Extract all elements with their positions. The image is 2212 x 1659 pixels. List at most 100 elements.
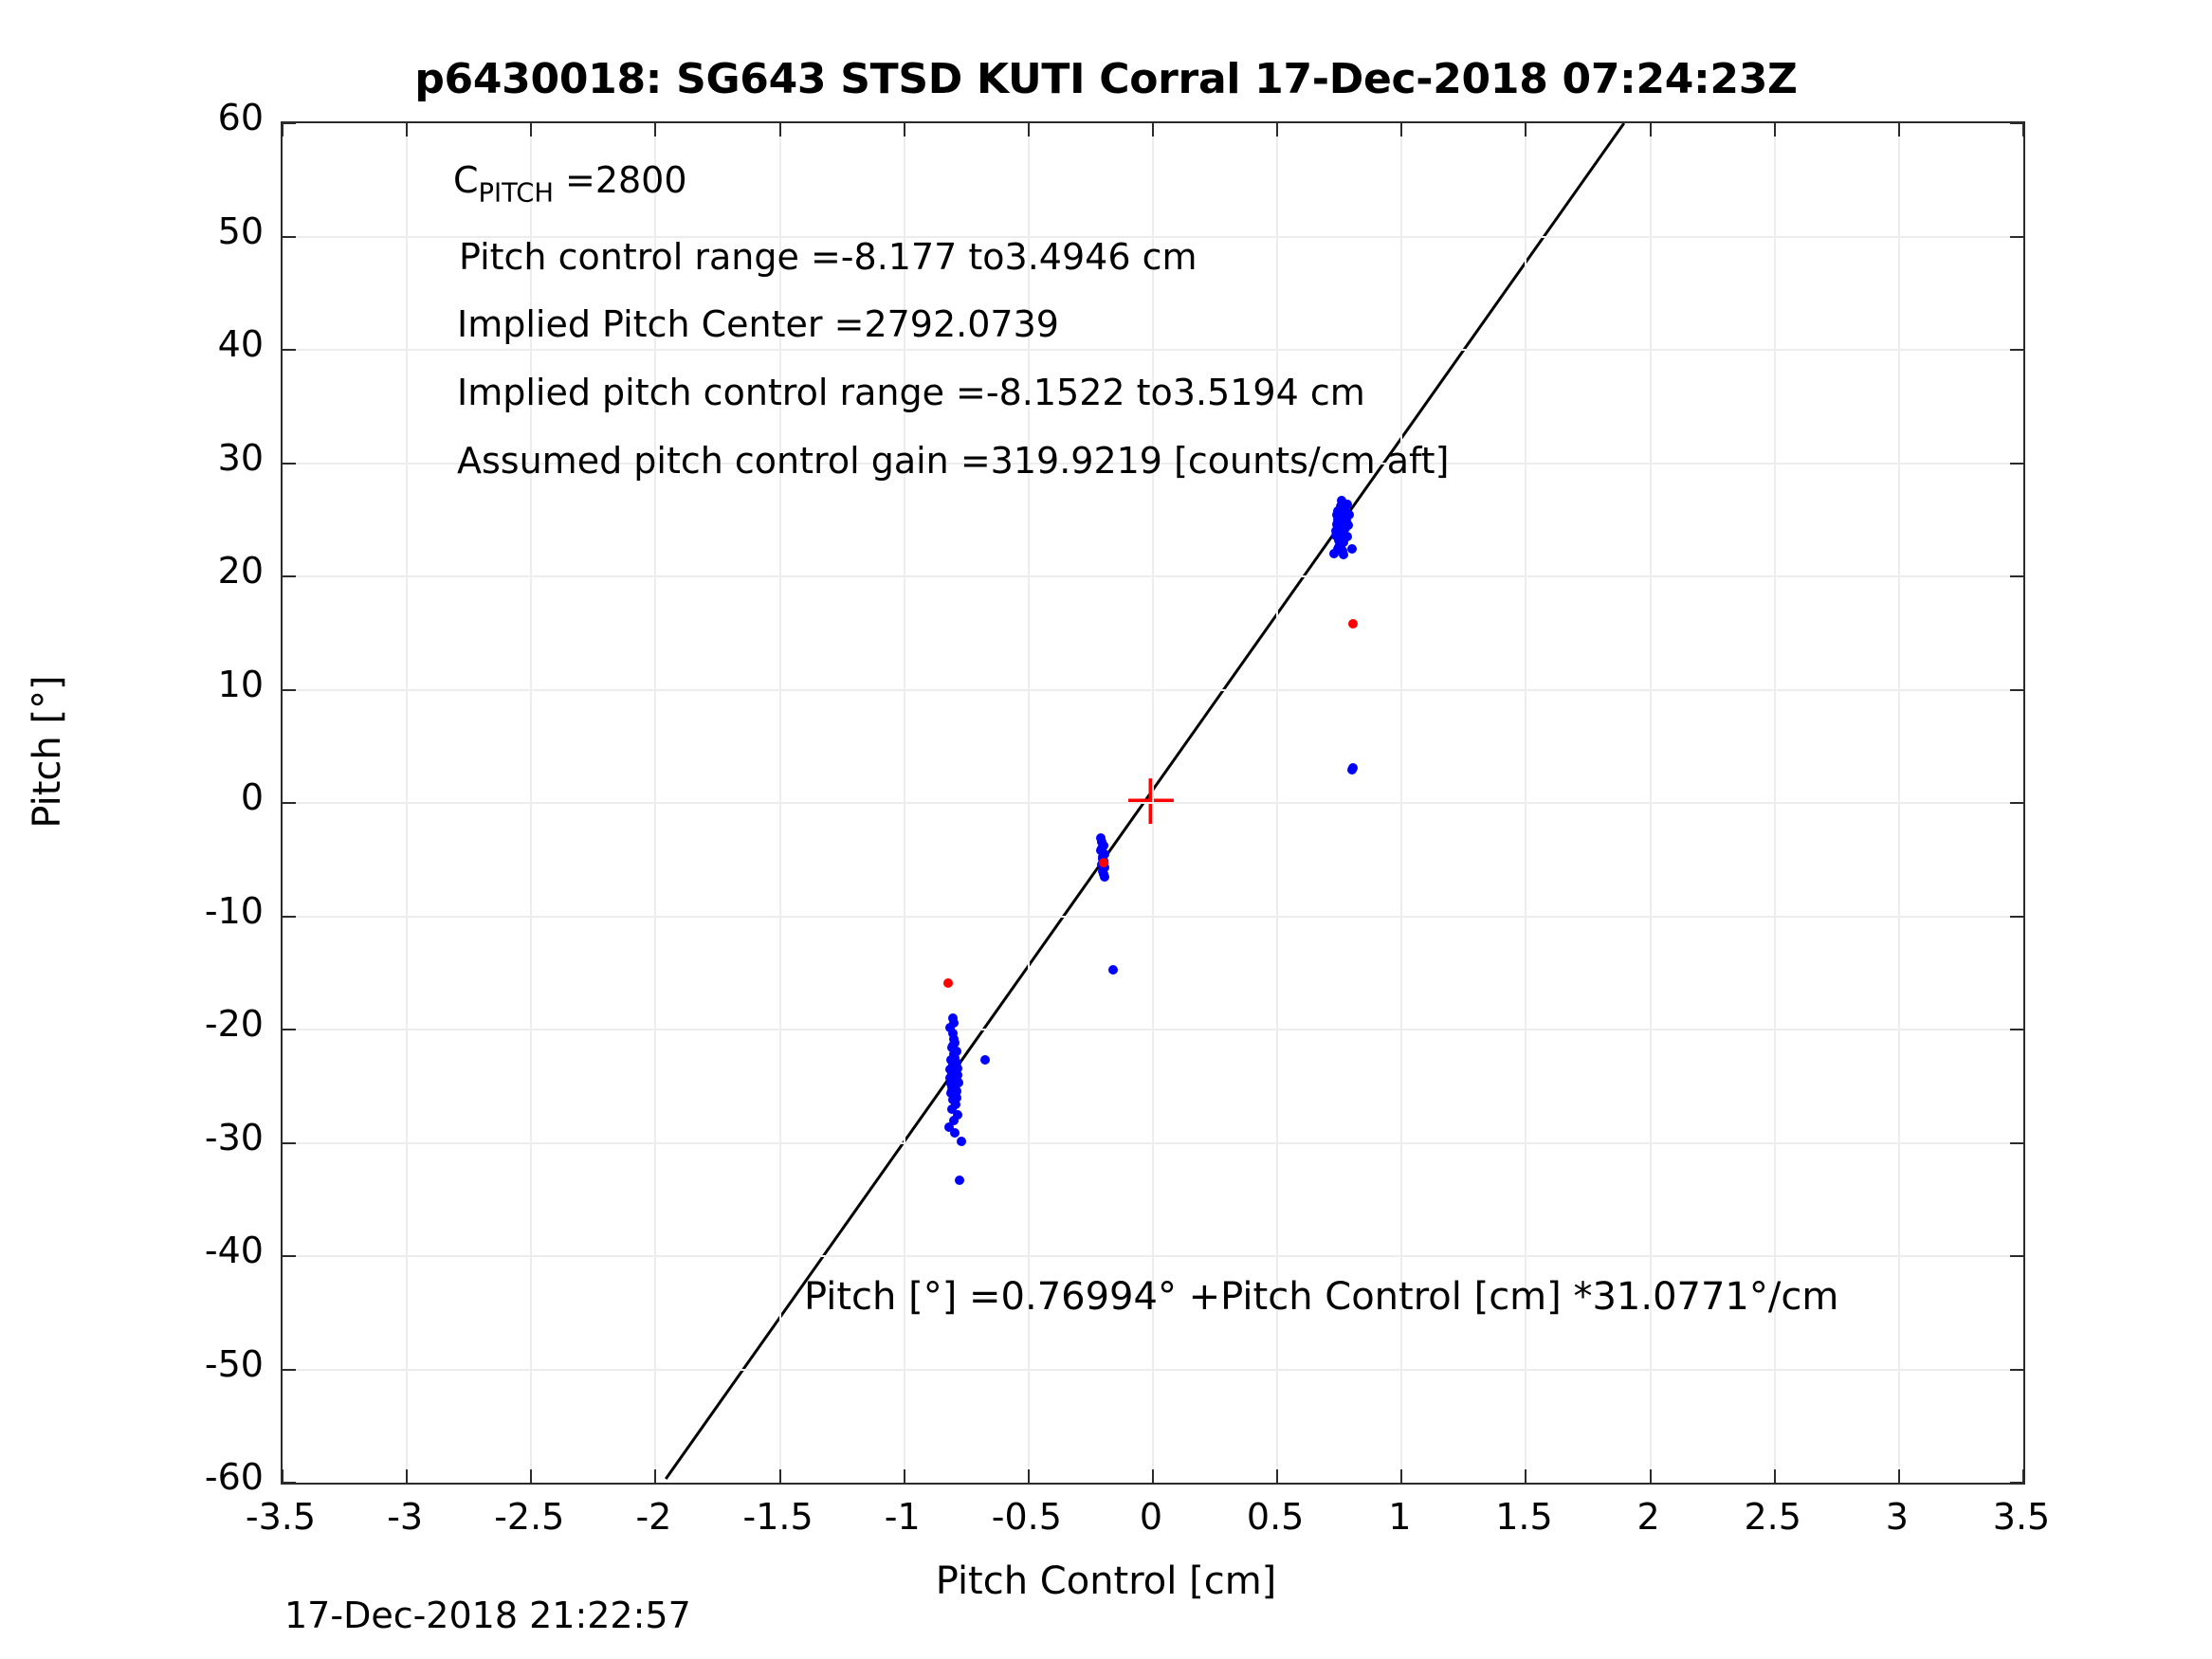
y-axis-tick [2010,1029,2023,1030]
data-point [1098,858,1108,868]
x-axis-tick [903,123,905,137]
annotation-pitch-control-range: Pitch control range =-8.177 to3.4946 cm [459,236,1197,278]
annotation-fit-equation: Pitch [°] =0.76994° +Pitch Control [cm] … [804,1275,1839,1319]
x-axis-tick [1649,123,1652,137]
y-axis-tick [283,235,296,238]
y-axis-tick [283,802,296,804]
y-tick-label: -60 [204,1456,264,1498]
y-axis-tick [2010,123,2023,124]
x-axis-tick [1897,1469,1900,1483]
gridline-horizontal [283,575,2023,577]
x-axis-tick [1649,1469,1652,1483]
y-axis-label: Pitch [°] [26,675,69,829]
data-point [1343,499,1353,509]
data-point [951,1073,960,1084]
x-axis-tick [778,123,781,137]
x-axis-tick [406,123,409,137]
y-axis-tick [2010,1141,2023,1144]
y-axis-tick [283,1029,296,1030]
x-tick-label: -2.5 [494,1496,565,1538]
data-point [944,1121,955,1132]
y-axis-tick [283,462,296,465]
data-point [1332,514,1343,524]
y-axis-tick [283,915,296,918]
x-tick-label: 1 [1388,1496,1412,1538]
data-point [1096,843,1106,853]
footer-timestamp: 17-Dec-2018 21:22:57 [284,1595,691,1636]
data-point [951,1099,961,1109]
y-tick-label: -10 [204,889,264,932]
y-axis-tick [283,349,296,351]
data-point [954,1175,964,1185]
y-tick-label: 0 [240,776,264,818]
gridline-horizontal [283,802,2023,804]
x-axis-tick [406,1469,409,1483]
data-point [949,1048,960,1058]
y-axis-tick [2010,1368,2023,1371]
data-point [956,1137,966,1147]
y-axis-tick [2010,235,2023,238]
data-point [979,1055,990,1066]
x-axis-tick [1525,1469,1527,1483]
data-point [948,1115,959,1125]
y-tick-label: -50 [204,1342,264,1385]
x-axis-tick [1773,123,1776,137]
data-point [1096,833,1106,844]
y-tick-label: 40 [217,323,264,365]
data-point [1348,619,1359,629]
x-tick-label: -2 [635,1496,672,1538]
gridline-horizontal [283,1141,2023,1144]
data-point [947,1028,958,1038]
gridline-horizontal [283,349,2023,351]
x-axis-tick [2022,1469,2023,1483]
y-axis-tick [283,688,296,691]
y-axis-tick [2010,575,2023,577]
x-tick-label: 0.5 [1246,1496,1305,1538]
data-point [948,1041,959,1051]
data-point [1330,525,1341,536]
data-point [943,978,954,988]
x-axis-tick [1897,123,1900,137]
data-point [952,1085,962,1096]
x-tick-label: 3.5 [1992,1496,2051,1538]
y-tick-label: -30 [204,1116,264,1158]
data-point [1329,549,1340,559]
x-axis-tick [1027,1469,1030,1483]
y-axis-tick [2010,688,2023,691]
y-axis-tick [283,1368,296,1371]
y-tick-label: 50 [217,210,264,252]
x-axis-tick [530,1469,533,1483]
annotation-cpitch-symbol: C [453,159,479,201]
data-point [1346,544,1357,555]
y-axis-tick [2010,1482,2023,1483]
x-axis-tick [778,1469,781,1483]
y-axis-tick [2010,462,2023,465]
gridline-horizontal [283,235,2023,238]
x-axis-tick [1152,123,1154,137]
x-axis-tick [1276,1469,1279,1483]
plot-area[interactable] [281,121,2025,1485]
gridline-horizontal [283,915,2023,918]
data-point [946,1071,957,1082]
x-axis-tick [530,123,533,137]
y-axis-tick [283,123,296,124]
y-axis-tick [283,1141,296,1144]
x-axis-tick [2022,123,2023,137]
y-axis-tick [2010,1255,2023,1257]
data-point [947,1013,958,1024]
x-axis-tick [1400,123,1403,137]
data-point [950,1127,960,1138]
x-axis-tick [282,123,283,137]
y-tick-label: -40 [204,1230,264,1271]
x-tick-label: -3.5 [245,1496,317,1538]
data-point [946,1103,957,1114]
y-tick-label: 30 [217,436,264,479]
y-axis-tick [283,1255,296,1257]
y-tick-label: -20 [204,1003,264,1045]
x-tick-label: -1 [884,1496,921,1538]
annotation-assumed-pitch-control-gain: Assumed pitch control gain =319.9219 [co… [457,440,1450,482]
y-axis-tick [2010,349,2023,351]
data-point [1344,520,1354,530]
y-tick-label: 60 [217,97,264,138]
